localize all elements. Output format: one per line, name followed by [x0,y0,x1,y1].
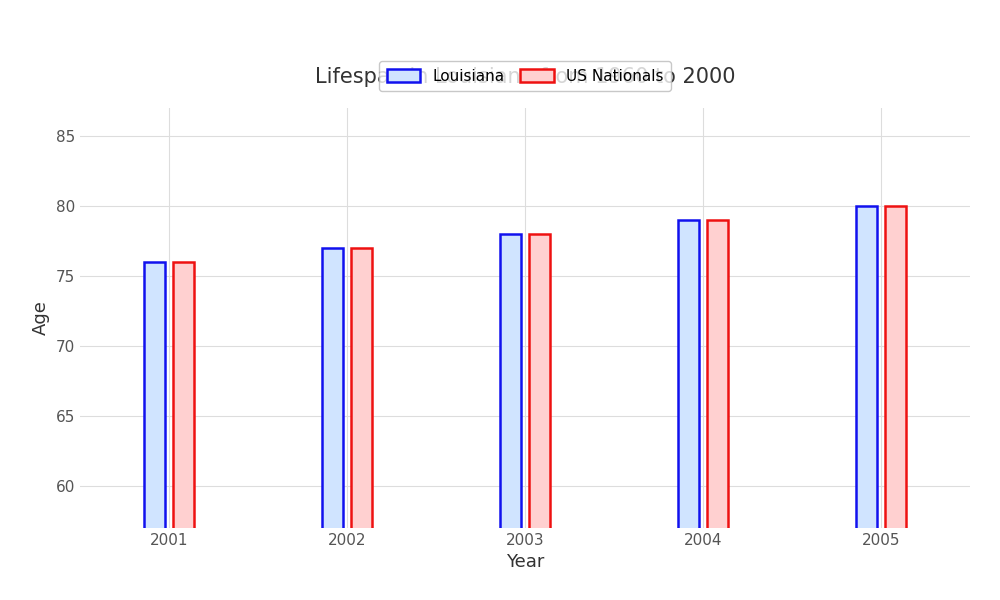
Bar [322,248,343,600]
Bar [144,262,165,600]
Y-axis label: Age: Age [32,301,50,335]
X-axis label: Year: Year [506,553,544,571]
Title: Lifespan in Louisiana from 1960 to 2000: Lifespan in Louisiana from 1960 to 2000 [315,67,735,87]
Bar [173,262,194,600]
Bar [500,234,521,600]
Bar [351,248,372,600]
Bar [856,206,877,600]
Bar [885,206,906,600]
Bar [529,234,550,600]
Bar [678,220,699,600]
Legend: Louisiana, US Nationals: Louisiana, US Nationals [379,61,671,91]
Bar [707,220,728,600]
